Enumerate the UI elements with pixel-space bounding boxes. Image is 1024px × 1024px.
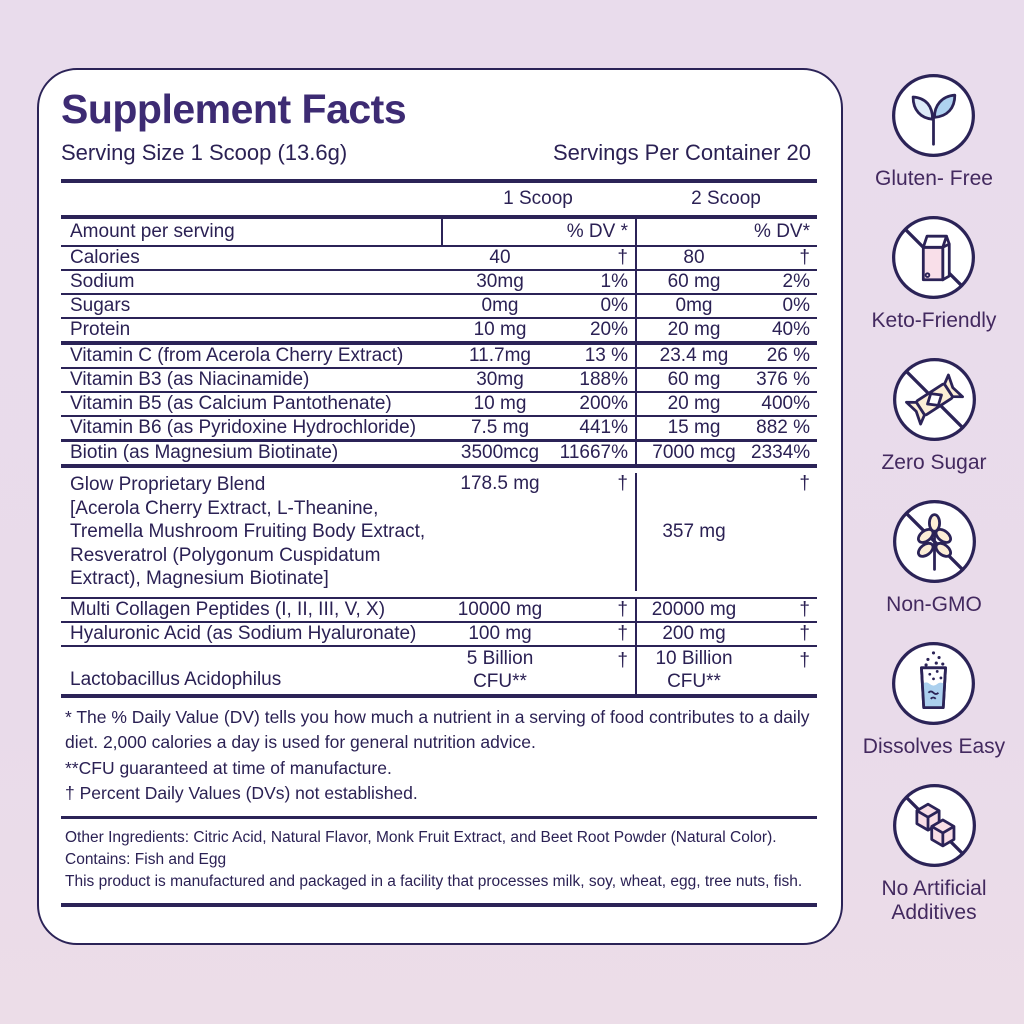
divider <box>61 215 817 219</box>
serving-info-row: Serving Size 1 Scoop (13.6g) Servings Pe… <box>61 140 817 166</box>
badge-no-artificial-additives: No Artificial Additives <box>854 781 1014 925</box>
dv2-header: % DV* <box>635 219 817 245</box>
servings-per-container-label: Servings Per Container 20 <box>552 140 811 165</box>
table-row-biotin: Biotin (as Magnesium Biotinate) 3500mcg … <box>61 439 817 464</box>
table-row-lactobacillus: Lactobacillus Acidophilus 5 Billion CFU**… <box>61 644 817 694</box>
no-additives-icon <box>892 784 976 867</box>
badge-label: Non-GMO <box>886 593 982 616</box>
amount-per-serving-label: Amount per serving <box>70 221 235 242</box>
table-row-vitamin-b3: Vitamin B3 (as Niacinamide) 30mg 188% 60… <box>61 367 817 391</box>
blend-ingredients-line: Extract), Magnesium Biotinate] <box>70 568 329 589</box>
badge-non-gmo: Non-GMO <box>886 497 982 617</box>
table-row-protein: Protein 10 mg 20% 20 mg 40% <box>61 317 817 341</box>
badge-label: Gluten- Free <box>875 167 993 190</box>
no-dairy-icon <box>892 216 976 299</box>
table-row-vitamin-b6: Vitamin B6 (as Pyridoxine Hydrochloride)… <box>61 415 817 439</box>
table-row-sodium: Sodium 30mg 1% 60 mg 2% <box>61 269 817 293</box>
table-row-collagen: Multi Collagen Peptides (I, II, III, V, … <box>61 596 817 621</box>
contains-text: Contains: Fish and Egg <box>65 850 227 868</box>
divider <box>61 902 817 907</box>
badge-label: Dissolves Easy <box>862 735 1006 758</box>
allergen-facility-text: This product is manufactured and package… <box>65 872 803 890</box>
blend-ingredients-line: Tremella Mushroom Fruiting Body Extract, <box>70 521 426 542</box>
supplement-facts-panel: Supplement Facts Serving Size 1 Scoop (1… <box>37 68 843 945</box>
scoop2-header: 2 Scoop <box>691 188 761 209</box>
page-title: Supplement Facts <box>61 86 407 132</box>
scoop-header-row: 1 Scoop 2 Scoop <box>61 183 817 215</box>
divider <box>61 693 817 698</box>
table-row-vitamin-b5: Vitamin B5 (as Calcium Pantothenate) 10 … <box>61 391 817 415</box>
blend-name: Glow Proprietary Blend <box>70 474 266 495</box>
blend-ingredients-line: Resveratrol (Polygonum Cuspidatum <box>70 544 381 566</box>
footnotes-section: * The % Daily Value (DV) tells you how m… <box>61 698 817 816</box>
no-candy-icon <box>892 358 976 441</box>
other-ingredients-section: Other Ingredients: Citric Acid, Natural … <box>61 819 817 903</box>
amount-per-serving-row: Amount per serving % DV * % DV* <box>61 219 817 245</box>
table-row-sugars: Sugars 0mg 0% 0mg 0% <box>61 293 817 317</box>
other-ingredients-text: Other Ingredients: Citric Acid, Natural … <box>65 828 777 846</box>
scoop1-header: 1 Scoop <box>503 188 573 209</box>
table-row-hyaluronic: Hyaluronic Acid (as Sodium Hyaluronate) … <box>61 620 817 645</box>
badge-dissolves-easy: Dissolves Easy <box>863 639 1005 759</box>
table-row-calories: Calories 40 † 80 † <box>61 245 817 269</box>
table-row-vitamin-c: Vitamin C (from Acerola Cherry Extract) … <box>61 341 817 367</box>
supplement-facts-table: 1 Scoop 2 Scoop Amount per serving % DV … <box>61 179 817 907</box>
no-wheat-icon <box>892 500 976 583</box>
serving-size-label: Serving Size 1 Scoop (13.6g) <box>61 140 348 165</box>
sprout-icon <box>892 74 976 157</box>
dv1-header: % DV * <box>441 219 635 245</box>
badge-zero-sugar: Zero Sugar <box>881 355 987 475</box>
badge-label: Keto-Friendly <box>871 309 997 332</box>
dissolving-glass-icon <box>892 642 976 725</box>
badge-label: No Artificial Additives <box>881 877 987 924</box>
footnote-dagger: † Percent Daily Values (DVs) not establi… <box>65 783 418 803</box>
feature-badges-rail: Gluten- Free Keto-Friendly <box>846 71 1022 947</box>
footnote-cfu: **CFU guaranteed at time of manufacture. <box>65 757 392 778</box>
badge-gluten-free: Gluten- Free <box>875 71 993 191</box>
badge-label: Zero Sugar <box>881 451 987 474</box>
table-row-proprietary-blend: Glow Proprietary Blend [Acerola Cherry E… <box>61 464 817 597</box>
blend-ingredients-line: [Acerola Cherry Extract, L-Theanine, <box>70 497 379 519</box>
divider <box>61 815 817 819</box>
footnote-dv: * The % Daily Value (DV) tells you how m… <box>65 706 810 753</box>
badge-keto-friendly: Keto-Friendly <box>871 213 997 333</box>
